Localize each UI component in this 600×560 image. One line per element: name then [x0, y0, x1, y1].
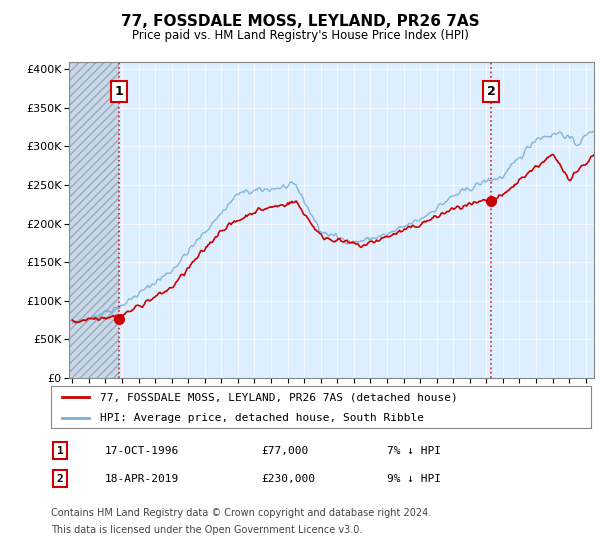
Text: 2: 2	[56, 474, 64, 484]
Text: 17-OCT-1996: 17-OCT-1996	[105, 446, 179, 456]
Text: 18-APR-2019: 18-APR-2019	[105, 474, 179, 484]
Text: Price paid vs. HM Land Registry's House Price Index (HPI): Price paid vs. HM Land Registry's House …	[131, 29, 469, 42]
Text: HPI: Average price, detached house, South Ribble: HPI: Average price, detached house, Sout…	[100, 413, 424, 423]
Text: 9% ↓ HPI: 9% ↓ HPI	[387, 474, 441, 484]
Bar	[69, 62, 119, 378]
Text: 1: 1	[56, 446, 64, 456]
Text: 7% ↓ HPI: 7% ↓ HPI	[387, 446, 441, 456]
Text: Contains HM Land Registry data © Crown copyright and database right 2024.: Contains HM Land Registry data © Crown c…	[51, 508, 431, 518]
Text: 2: 2	[487, 85, 496, 98]
Text: 1: 1	[115, 85, 123, 98]
Text: This data is licensed under the Open Government Licence v3.0.: This data is licensed under the Open Gov…	[51, 525, 362, 535]
Text: £230,000: £230,000	[261, 474, 315, 484]
Text: 77, FOSSDALE MOSS, LEYLAND, PR26 7AS: 77, FOSSDALE MOSS, LEYLAND, PR26 7AS	[121, 14, 479, 29]
Text: £77,000: £77,000	[261, 446, 308, 456]
Text: 77, FOSSDALE MOSS, LEYLAND, PR26 7AS (detached house): 77, FOSSDALE MOSS, LEYLAND, PR26 7AS (de…	[100, 393, 457, 402]
